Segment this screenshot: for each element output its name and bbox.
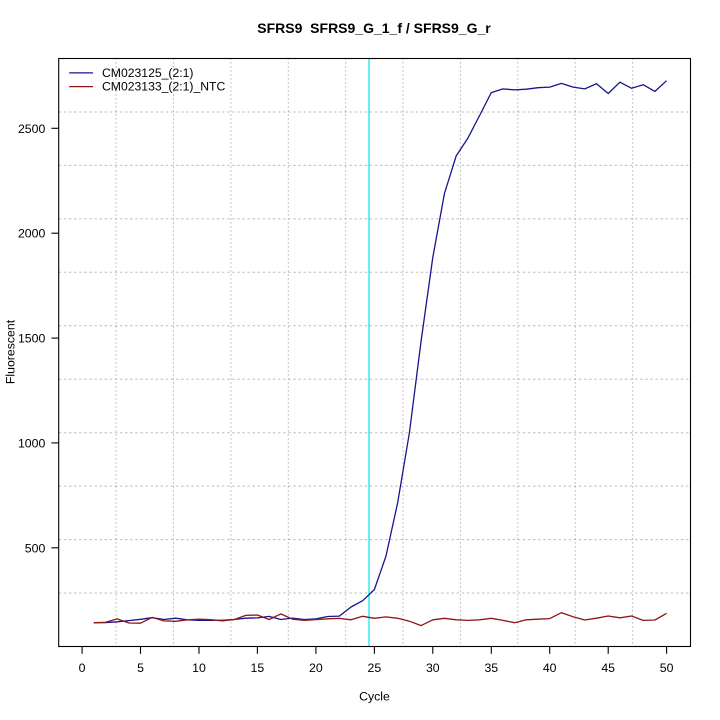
- svg-text:5: 5: [137, 661, 144, 675]
- svg-text:CM023133_(2:1)_NTC: CM023133_(2:1)_NTC: [102, 80, 225, 94]
- svg-text:Cycle: Cycle: [359, 690, 390, 704]
- svg-text:SFRS9 SFRS9_G_1_f / SFRS9_G_r: SFRS9 SFRS9_G_1_f / SFRS9_G_r: [257, 20, 491, 36]
- svg-text:2500: 2500: [18, 122, 46, 136]
- svg-text:2000: 2000: [18, 227, 46, 241]
- svg-text:45: 45: [601, 661, 615, 675]
- svg-text:500: 500: [25, 541, 46, 555]
- svg-text:50: 50: [660, 661, 674, 675]
- svg-text:CM023125_(2:1): CM023125_(2:1): [102, 66, 193, 80]
- svg-text:1000: 1000: [18, 436, 46, 450]
- svg-text:0: 0: [79, 661, 86, 675]
- svg-text:30: 30: [426, 661, 440, 675]
- svg-text:35: 35: [484, 661, 498, 675]
- svg-text:15: 15: [251, 661, 265, 675]
- svg-text:25: 25: [368, 661, 382, 675]
- svg-text:20: 20: [309, 661, 323, 675]
- svg-text:1500: 1500: [18, 332, 46, 346]
- svg-text:40: 40: [543, 661, 557, 675]
- svg-text:10: 10: [192, 661, 206, 675]
- svg-text:Fluorescent: Fluorescent: [4, 319, 18, 384]
